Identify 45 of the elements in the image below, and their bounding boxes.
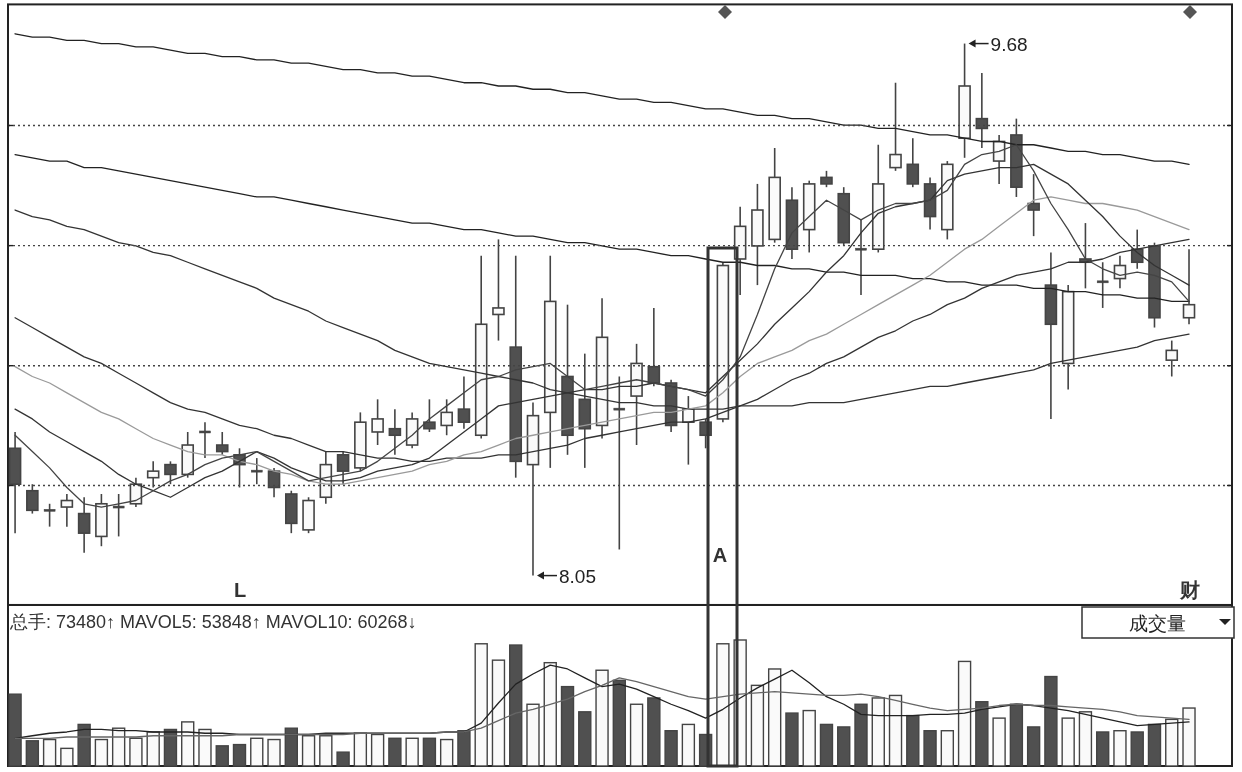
annotation: 9.68 bbox=[990, 33, 1028, 55]
bar bbox=[560, 685, 575, 767]
bar bbox=[457, 730, 471, 767]
bar bbox=[1009, 703, 1024, 767]
bar bbox=[664, 730, 678, 767]
annotation: 财 bbox=[1179, 579, 1200, 601]
candlestick bbox=[199, 421, 211, 459]
bar bbox=[854, 703, 868, 767]
bar bbox=[25, 740, 40, 767]
candlestick bbox=[251, 457, 263, 485]
bar bbox=[77, 723, 91, 767]
bar bbox=[1044, 675, 1058, 767]
bar bbox=[612, 679, 627, 767]
bar bbox=[163, 728, 178, 767]
annotation: A bbox=[712, 544, 728, 566]
candlestick bbox=[181, 431, 195, 479]
bar bbox=[578, 711, 592, 767]
bar bbox=[819, 723, 834, 767]
bar bbox=[422, 737, 437, 767]
bar bbox=[1095, 731, 1110, 767]
candlestick bbox=[1096, 261, 1109, 309]
bar bbox=[1147, 723, 1162, 767]
candlestick bbox=[60, 493, 74, 528]
annotation: L bbox=[233, 579, 247, 601]
control: 成交量 bbox=[1081, 606, 1235, 639]
bar bbox=[785, 712, 799, 767]
bar bbox=[509, 644, 523, 767]
candlestick bbox=[1027, 173, 1040, 237]
bar bbox=[232, 743, 247, 767]
bar bbox=[923, 730, 937, 767]
bar bbox=[647, 697, 661, 767]
annotation: 8.05 bbox=[558, 565, 596, 587]
bar bbox=[284, 727, 298, 767]
bar bbox=[8, 693, 22, 767]
candlestick bbox=[388, 408, 402, 456]
bar bbox=[336, 751, 350, 767]
chart-title: 总手: 73480↑ MAVOL5: 53848↑ MAVOL10: 60268↓ bbox=[9, 612, 417, 632]
bar bbox=[975, 701, 989, 767]
bar bbox=[837, 726, 851, 767]
bar bbox=[1130, 731, 1144, 767]
bar bbox=[215, 745, 229, 767]
bar bbox=[1026, 726, 1041, 767]
candlestick bbox=[457, 375, 471, 430]
bar bbox=[388, 737, 402, 767]
bar bbox=[906, 714, 920, 767]
